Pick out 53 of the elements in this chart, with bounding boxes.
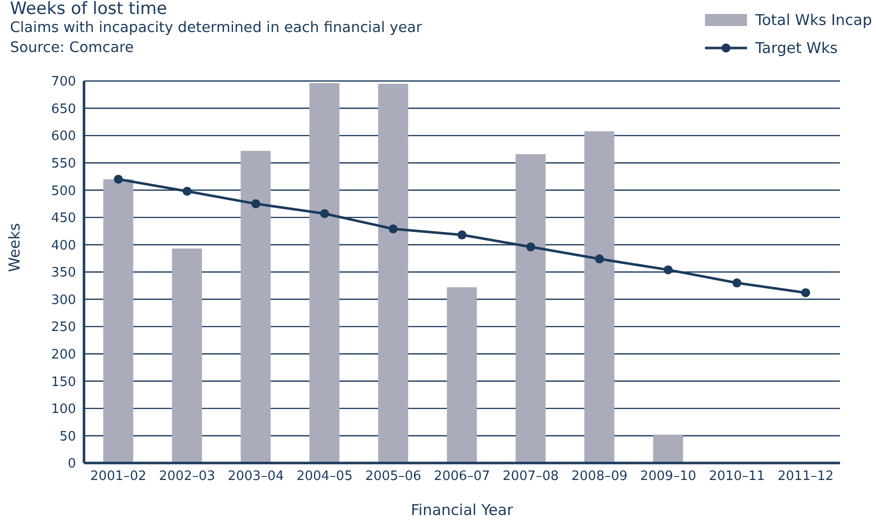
y-tick-label: 600 [51, 129, 76, 144]
legend-label: Total Wks Incap [755, 11, 872, 29]
x-tick-label: 2006–07 [434, 469, 490, 484]
y-tick-label: 150 [51, 374, 76, 390]
point [664, 265, 673, 274]
bar [103, 179, 134, 463]
bar [378, 84, 408, 463]
x-tick-label: 2009–10 [640, 469, 696, 484]
y-axis-title: Weeks [5, 222, 24, 272]
y-tick-label: 50 [59, 429, 76, 444]
y-tick-label: 400 [51, 238, 76, 254]
x-tick-label: 2004–05 [296, 469, 353, 484]
x-axis-title: Financial Year [410, 501, 514, 519]
point [320, 209, 330, 218]
point [732, 278, 742, 288]
point [526, 242, 536, 252]
y-tick-label: 250 [51, 320, 76, 336]
bar [584, 131, 614, 463]
x-tick-label: 2007–08 [502, 469, 559, 484]
point [388, 224, 398, 234]
x-tick-label: 2002–03 [159, 469, 216, 484]
point [114, 174, 123, 184]
bar [240, 150, 271, 463]
x-tick-label: 2008–09 [571, 469, 628, 484]
x-tick-label: 2010–11 [708, 469, 765, 484]
source-note: Source: Comcare [10, 39, 135, 58]
point [182, 186, 192, 196]
y-tick-label: 700 [51, 74, 76, 90]
x-tick-label: 2005–06 [365, 469, 422, 484]
bar [653, 434, 684, 463]
x-tick-label: 2001–02 [90, 469, 146, 484]
point [594, 254, 604, 264]
y-tick-label: 350 [51, 266, 76, 281]
bar [172, 248, 202, 463]
y-tick-label: 450 [51, 211, 76, 226]
point [458, 230, 466, 240]
y-tick-label: 650 [51, 102, 76, 117]
point [251, 199, 260, 208]
y-tick-label: 300 [51, 292, 76, 308]
y-tick-label: 0 [68, 456, 76, 472]
chart-subtitle: Claims with incapacity determined in each financial year [10, 19, 422, 38]
y-tick-label: 100 [51, 402, 76, 418]
y-tick-label: 500 [51, 184, 76, 199]
point [801, 288, 810, 298]
chart-title: Weeks of lost time [10, 0, 168, 19]
bar [516, 154, 546, 463]
legend-label: Target Wks [755, 39, 838, 57]
x-tick-label: 2011–12 [778, 469, 834, 484]
bar [446, 287, 477, 463]
y-tick-label: 200 [51, 347, 76, 362]
y-tick-label: 550 [51, 156, 76, 172]
bar [309, 83, 340, 463]
x-tick-label: 2003–04 [228, 469, 284, 484]
